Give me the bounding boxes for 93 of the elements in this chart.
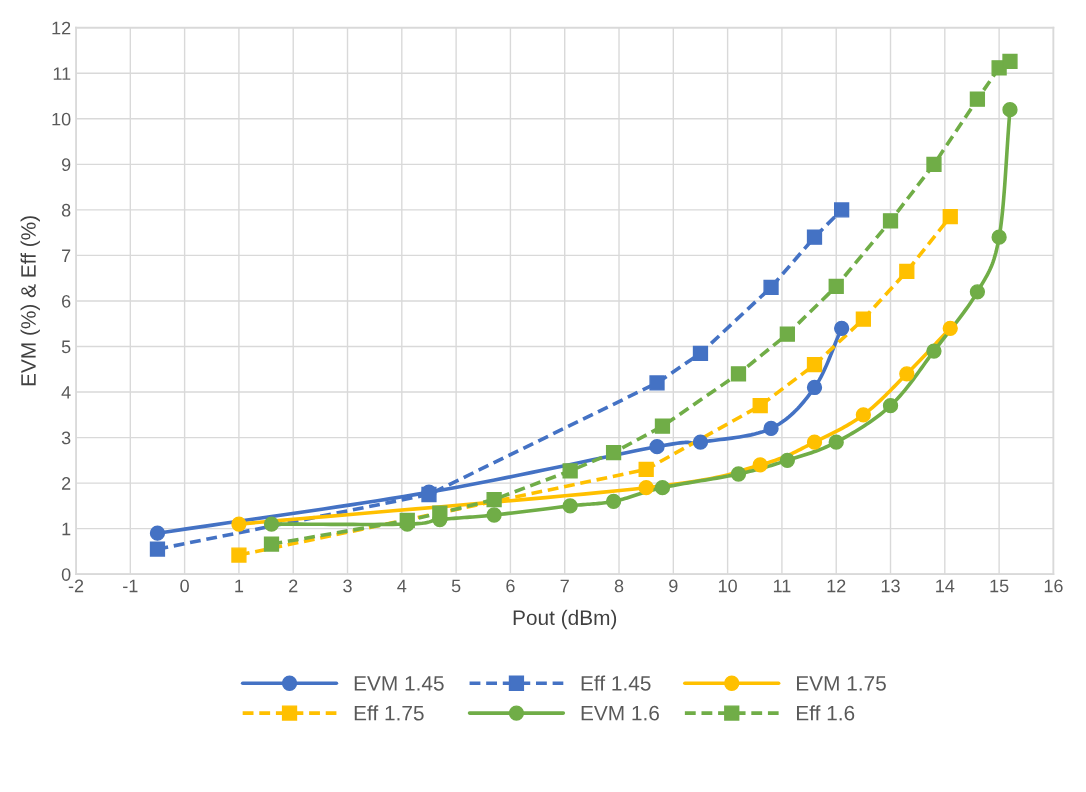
- point: [899, 366, 915, 382]
- x-tick-label: 7: [560, 579, 569, 593]
- point: [486, 507, 502, 523]
- y-tick-label: 9: [61, 158, 71, 172]
- y-tick-label: 6: [62, 294, 71, 308]
- y-tick-label: 3: [61, 431, 71, 445]
- x-tick-label: 10: [718, 579, 737, 593]
- point: [991, 229, 1007, 245]
- x-tick-label: 6: [506, 579, 515, 593]
- point: [855, 407, 872, 423]
- point: [926, 156, 942, 172]
- x-tick-label: 4: [397, 579, 407, 593]
- point: [1002, 102, 1018, 118]
- point: [882, 398, 899, 414]
- y-tick-label: 12: [52, 21, 71, 35]
- point: [926, 343, 942, 359]
- y-tick-label: 5: [61, 340, 71, 354]
- point: [649, 439, 665, 455]
- point: [1002, 53, 1018, 70]
- y-tick-label: 7: [62, 249, 71, 262]
- legend-label: EVM 1.6: [581, 705, 659, 721]
- point: [942, 320, 958, 336]
- point: [752, 457, 768, 473]
- point: [779, 452, 795, 468]
- y-tick-label: 8: [61, 203, 71, 217]
- point: [763, 420, 779, 437]
- point: [730, 366, 747, 382]
- x-tick-label: 14: [936, 579, 955, 593]
- point: [638, 461, 654, 478]
- y-tick-label: 4: [61, 386, 71, 399]
- y-tick-label: 11: [53, 67, 71, 80]
- y-axis-title: EVM (%) & Eff (%): [20, 216, 40, 386]
- point: [834, 320, 850, 336]
- point: [562, 463, 578, 479]
- x-tick-label: 9: [669, 579, 678, 593]
- x-tick-label: 16: [1044, 579, 1063, 593]
- point: [855, 311, 872, 327]
- x-tick-label: 11: [773, 579, 791, 593]
- point: [834, 202, 850, 218]
- point: [231, 516, 247, 532]
- point: [969, 284, 986, 300]
- x-tick-label: 5: [451, 579, 461, 593]
- point: [654, 480, 671, 496]
- point: [806, 357, 823, 373]
- x-tick-label: 3: [343, 579, 352, 593]
- point: [692, 345, 709, 361]
- point: [882, 213, 899, 229]
- point: [149, 541, 166, 557]
- legend-label: Eff 1.45: [581, 675, 651, 691]
- point: [730, 466, 747, 482]
- point: [649, 375, 665, 391]
- y-tick-label: 1: [62, 522, 71, 536]
- point: [486, 491, 502, 508]
- point: [692, 434, 709, 450]
- x-tick-label: 1: [235, 579, 244, 593]
- point: [149, 525, 166, 541]
- y-tick-label: 2: [62, 477, 71, 490]
- point: [899, 263, 915, 279]
- y-tick-label: 0: [61, 568, 71, 581]
- point: [828, 434, 844, 450]
- x-tick-label: 8: [614, 579, 624, 593]
- point: [399, 512, 415, 529]
- point: [638, 480, 654, 496]
- point: [779, 326, 795, 342]
- x-tick-label: 15: [990, 579, 1009, 593]
- point: [605, 444, 622, 461]
- point: [828, 278, 844, 295]
- legend-label: Eff 1.75: [354, 705, 424, 721]
- point: [969, 91, 986, 107]
- legend-label: EVM 1.75: [797, 676, 886, 691]
- x-axis-title: Pout (dBm): [513, 609, 617, 630]
- legend-label: Eff 1.6: [797, 705, 855, 721]
- point: [432, 505, 448, 521]
- point: [263, 536, 280, 552]
- x-tick-label: 0: [180, 579, 189, 593]
- x-tick-label: -1: [123, 579, 138, 593]
- x-tick-label: 12: [827, 579, 846, 593]
- point: [562, 498, 578, 514]
- x-tick-label: 13: [881, 579, 900, 593]
- point: [763, 279, 779, 295]
- point: [806, 379, 823, 396]
- point: [231, 547, 247, 563]
- point: [263, 516, 280, 532]
- point: [942, 209, 958, 225]
- point: [654, 418, 671, 434]
- x-tick-label: 2: [289, 579, 298, 593]
- y-tick-label: 10: [52, 112, 71, 126]
- point: [752, 398, 768, 414]
- x-tick-label: -2: [68, 579, 84, 593]
- point: [806, 229, 823, 245]
- point: [806, 434, 823, 450]
- legend-label: EVM 1.45: [354, 676, 444, 691]
- point: [605, 493, 622, 509]
